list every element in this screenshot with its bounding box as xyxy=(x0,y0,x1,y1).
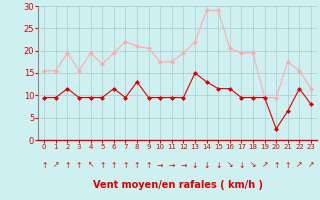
Text: ↓: ↓ xyxy=(192,160,198,170)
Text: ↘: ↘ xyxy=(227,160,233,170)
Text: ↓: ↓ xyxy=(204,160,210,170)
Text: ↘: ↘ xyxy=(250,160,256,170)
Text: ↑: ↑ xyxy=(111,160,117,170)
Text: ↑: ↑ xyxy=(41,160,47,170)
Text: ↗: ↗ xyxy=(52,160,59,170)
Text: →: → xyxy=(180,160,187,170)
Text: ↑: ↑ xyxy=(284,160,291,170)
Text: ↓: ↓ xyxy=(215,160,221,170)
Text: ↓: ↓ xyxy=(238,160,244,170)
Text: ↑: ↑ xyxy=(134,160,140,170)
Text: →: → xyxy=(169,160,175,170)
Text: ↑: ↑ xyxy=(99,160,105,170)
Text: ↖: ↖ xyxy=(87,160,94,170)
Text: ↑: ↑ xyxy=(145,160,152,170)
Text: →: → xyxy=(157,160,164,170)
Text: ↑: ↑ xyxy=(122,160,129,170)
Text: ↗: ↗ xyxy=(308,160,314,170)
Text: ↗: ↗ xyxy=(296,160,303,170)
Text: ↑: ↑ xyxy=(273,160,279,170)
Text: ↗: ↗ xyxy=(261,160,268,170)
Text: ↑: ↑ xyxy=(64,160,71,170)
Text: Vent moyen/en rafales ( km/h ): Vent moyen/en rafales ( km/h ) xyxy=(92,180,263,190)
Text: ↑: ↑ xyxy=(76,160,82,170)
